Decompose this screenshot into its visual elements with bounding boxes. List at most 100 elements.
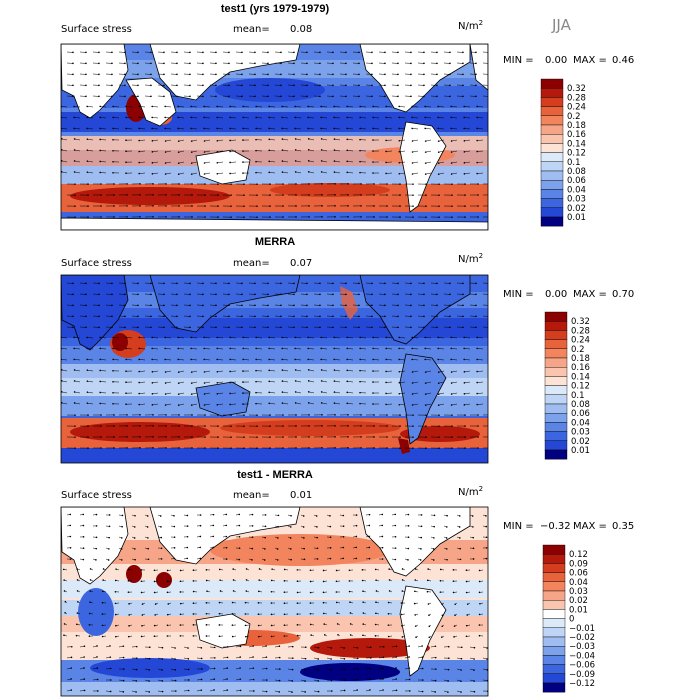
wind-vector-head — [371, 304, 373, 307]
wind-vector-head — [411, 336, 413, 339]
wind-vector-head — [320, 127, 322, 130]
wind-vector-head — [230, 414, 232, 416]
wind-vector-head — [423, 282, 425, 285]
wind-vector-head — [150, 51, 152, 54]
wind-vector-head — [476, 381, 478, 384]
wind-vector-head — [127, 580, 130, 582]
wind-vector-head — [322, 591, 325, 594]
wind-vector — [269, 106, 276, 108]
wind-vector-head — [95, 559, 97, 561]
wind-vector-head — [205, 635, 208, 637]
wind-vector-head — [387, 635, 390, 638]
wind-vector — [425, 403, 432, 406]
wind-vector-head — [216, 347, 218, 350]
wind-vector-head — [369, 657, 372, 659]
wind-vector-head — [401, 579, 404, 581]
wind-vector-head — [152, 216, 154, 218]
wind-vector — [269, 150, 276, 152]
wind-vector-head — [125, 116, 127, 119]
wind-vector-head — [420, 525, 423, 528]
wind-vector-head — [215, 326, 217, 329]
wind-vector-head — [187, 647, 189, 649]
panel-title: test1 (yrs 1979-1979) — [221, 3, 330, 15]
wind-vector-head — [433, 525, 435, 528]
wind-vector-head — [401, 636, 404, 638]
wind-vector-head — [441, 614, 444, 617]
wind-vector — [451, 403, 458, 406]
wind-vector-head — [490, 436, 492, 438]
wind-vector-head — [346, 171, 349, 174]
wind-vector-head — [141, 614, 144, 616]
wind-vector-head — [204, 436, 206, 438]
wind-vector-head — [267, 51, 269, 54]
wind-vectors — [61, 51, 488, 218]
wind-vector-head — [437, 116, 439, 119]
wind-vector — [87, 359, 94, 361]
wind-vector-head — [450, 127, 452, 130]
wind-vector-head — [437, 127, 439, 130]
wind-vector — [74, 380, 81, 383]
wind-vector-head — [254, 282, 256, 285]
wind-vector-head — [191, 436, 193, 438]
wind-vector — [347, 128, 354, 130]
wind-vector — [269, 403, 276, 405]
wind-vector-head — [320, 380, 323, 382]
wind-vector-head — [437, 162, 440, 164]
wind-vector-head — [254, 84, 256, 87]
wind-vector-head — [150, 73, 152, 76]
wind-vector-head — [69, 558, 72, 560]
wind-vector-head — [219, 590, 222, 592]
wind-vector-head — [410, 73, 412, 76]
wind-vector-head — [463, 162, 466, 164]
wind-vector-head — [333, 391, 336, 393]
wind-vector-head — [411, 173, 414, 175]
wind-vector-head — [161, 646, 164, 649]
wind-vector-head — [264, 536, 267, 539]
wind-vector-head — [203, 162, 206, 164]
wind-vector-head — [307, 369, 310, 371]
wind-vector-head — [178, 194, 180, 196]
wind-vector-head — [178, 183, 180, 185]
wind-vector-head — [112, 105, 114, 108]
wind-vector-head — [475, 95, 477, 98]
wind-vector — [217, 117, 224, 119]
wind-vector-head — [397, 73, 399, 76]
colorbar-swatch — [544, 403, 568, 414]
wind-vector-head — [459, 558, 462, 561]
wind-vector-head — [225, 513, 228, 516]
wind-vector — [477, 381, 484, 383]
wind-vector-head — [423, 51, 425, 54]
wind-vector-head — [190, 127, 192, 130]
wind-vector-head — [452, 569, 455, 571]
wind-vector-head — [281, 402, 284, 404]
wind-vector-head — [166, 580, 169, 583]
wind-vector-head — [74, 436, 76, 438]
wind-vector-head — [73, 336, 75, 339]
wind-vector-head — [476, 392, 478, 395]
colorbar-swatch — [544, 321, 568, 331]
wind-vector-head — [257, 635, 260, 638]
wind-vector-head — [411, 371, 414, 373]
wind-vector — [178, 106, 185, 108]
wind-vector-head — [372, 347, 374, 350]
wind-vector-head — [70, 667, 72, 669]
wind-vector-head — [63, 590, 66, 592]
wind-vector-head — [355, 514, 358, 516]
wind-vector-head — [358, 293, 360, 296]
wind-vector-head — [244, 613, 247, 615]
wind-vector-head — [478, 634, 481, 637]
wind-vector-head — [164, 382, 167, 384]
wind-vector-head — [229, 150, 231, 153]
wind-vector-head — [125, 403, 127, 405]
wind-vector-head — [438, 436, 440, 438]
wind-vector — [191, 117, 198, 119]
wind-vector-head — [295, 183, 297, 185]
wind-vector-head — [264, 548, 266, 550]
wind-vector-head — [120, 537, 123, 539]
colorbar-swatch — [544, 394, 568, 405]
wind-vector-head — [373, 414, 375, 416]
wind-vector-head — [293, 315, 295, 318]
wind-vector-head — [256, 447, 258, 449]
colorbar-swatch — [544, 339, 568, 350]
wind-vector — [113, 128, 120, 130]
